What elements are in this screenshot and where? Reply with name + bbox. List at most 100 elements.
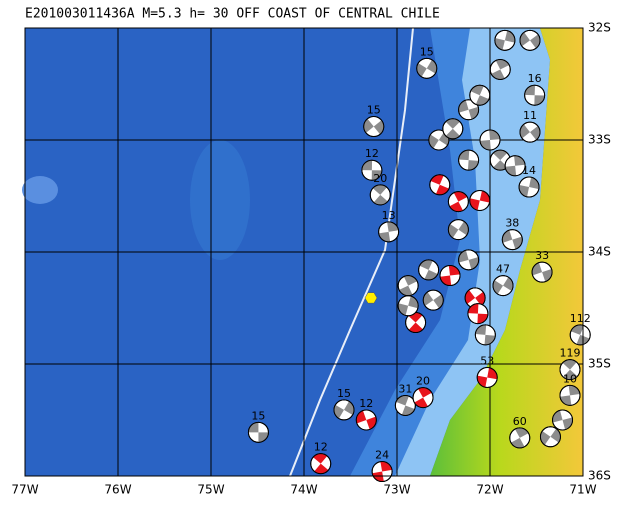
beachball-quadrant [424, 269, 438, 280]
beachball-outline [519, 29, 541, 51]
beachball-outline [447, 219, 469, 241]
beachball-outline [418, 259, 440, 281]
beachball-outline [369, 184, 391, 206]
map-title: E201003011436A M=5.3 h= 30 OFF COAST OF … [25, 7, 440, 22]
beachball-quadrant [487, 367, 498, 380]
beachball-quadrant [477, 375, 488, 388]
beachball-quadrant [494, 37, 505, 51]
beachball-quadrant [372, 471, 384, 482]
depth-label: 24 [375, 449, 389, 462]
events: 15 12 24 15 12 31 20 53 15 12 20 13 15 33 112 60 14 11 16 1… [247, 29, 591, 483]
beachball-quadrant [519, 124, 530, 139]
beachball-outline [447, 191, 469, 213]
depth-label: 12 [359, 397, 373, 410]
beachball-outline [428, 129, 450, 151]
beachball-quadrant [387, 221, 399, 232]
beachball-quadrant [448, 265, 460, 276]
depth-label: 47 [496, 263, 510, 276]
lon-tick-label: 77W [11, 483, 38, 497]
beachball-quadrant [426, 59, 437, 74]
beachball-quadrant [448, 223, 459, 238]
beachball-quadrant [562, 417, 573, 430]
lat-tick-label: 33S [588, 133, 611, 147]
beachball-outline [524, 84, 546, 106]
beachball-quadrant [445, 118, 460, 129]
depth-label: 53 [480, 354, 494, 367]
beachball-quadrant [493, 150, 508, 161]
beachball-outline [333, 399, 355, 421]
beachball-quadrant [458, 150, 470, 161]
beachball-outline [458, 99, 480, 121]
depth-label: 16 [528, 72, 542, 85]
beachball-quadrant [373, 120, 384, 135]
depth-label: 12 [314, 441, 328, 454]
lon-tick-label: 74W [290, 483, 317, 497]
beachball-outline [467, 303, 489, 325]
beachball-outline [474, 324, 496, 346]
beachball-outline [412, 387, 434, 409]
depth-label: 33 [535, 249, 549, 262]
beachball-quadrant [489, 130, 500, 140]
beachball-outline [397, 295, 419, 317]
beachball-outline [489, 58, 511, 80]
beachball-quadrant [493, 280, 504, 295]
beachball-outline [378, 221, 400, 243]
beachball-quadrant [449, 201, 463, 212]
beachball-quadrant [540, 431, 551, 445]
beachball-quadrant [529, 177, 540, 190]
beachball-quadrant [560, 395, 572, 406]
beachball-outline [559, 384, 581, 406]
lat-tick-label: 32S [588, 21, 611, 35]
beachball-quadrant [504, 30, 515, 43]
depth-label: 119 [559, 347, 580, 360]
beachball-outline [394, 394, 416, 416]
depth-label: 112 [570, 312, 591, 325]
lon-tick-label: 72W [476, 483, 503, 497]
beachball-outline [569, 324, 591, 346]
beachball-outline [492, 275, 514, 297]
beachball-quadrant [380, 461, 392, 472]
lon-tick-label: 76W [104, 483, 131, 497]
beachball-quadrant [505, 165, 517, 176]
depth-label: 20 [373, 172, 387, 185]
depth-label: 11 [523, 109, 537, 122]
beachball-outline [509, 427, 531, 449]
beachball-outline [247, 421, 269, 443]
beachball-quadrant [372, 184, 387, 195]
depth-label: 15 [251, 409, 265, 422]
beachball-quadrant [313, 453, 328, 464]
beachball-outline [361, 159, 383, 181]
depth-label: 15 [420, 45, 434, 58]
beachball-quadrant [519, 32, 530, 47]
beachball-quadrant [480, 140, 491, 150]
beachball-outline [371, 461, 393, 483]
beachball-quadrant [458, 221, 469, 236]
beachball-quadrant [333, 404, 344, 419]
beachball-quadrant [428, 134, 439, 149]
beachball-outline [416, 57, 438, 79]
beachball-outline [458, 249, 480, 271]
depth-label: 15 [337, 387, 351, 400]
beachball-quadrant [514, 155, 526, 166]
beachball-quadrant [469, 198, 480, 211]
beachball-quadrant [529, 125, 540, 141]
beachball-outline [422, 289, 444, 311]
beachball-quadrant [491, 69, 505, 80]
beachball-quadrant [445, 128, 460, 139]
beachball-outline [539, 426, 561, 448]
beachball-quadrant [314, 463, 329, 474]
beachball-quadrant [414, 397, 428, 408]
epicenter [364, 292, 378, 304]
beachball-outline [429, 174, 451, 196]
depth-label: 14 [522, 164, 536, 177]
beachball-outline [363, 116, 385, 138]
beachball-quadrant [475, 324, 487, 335]
lon-tick-label: 71W [569, 483, 596, 497]
beachball-quadrant [479, 190, 490, 203]
beachball-quadrant [467, 160, 479, 171]
beachball-quadrant [371, 170, 382, 181]
map-frame [24, 27, 584, 477]
beachball-quadrant [510, 437, 525, 448]
beachball-quadrant [258, 432, 269, 443]
